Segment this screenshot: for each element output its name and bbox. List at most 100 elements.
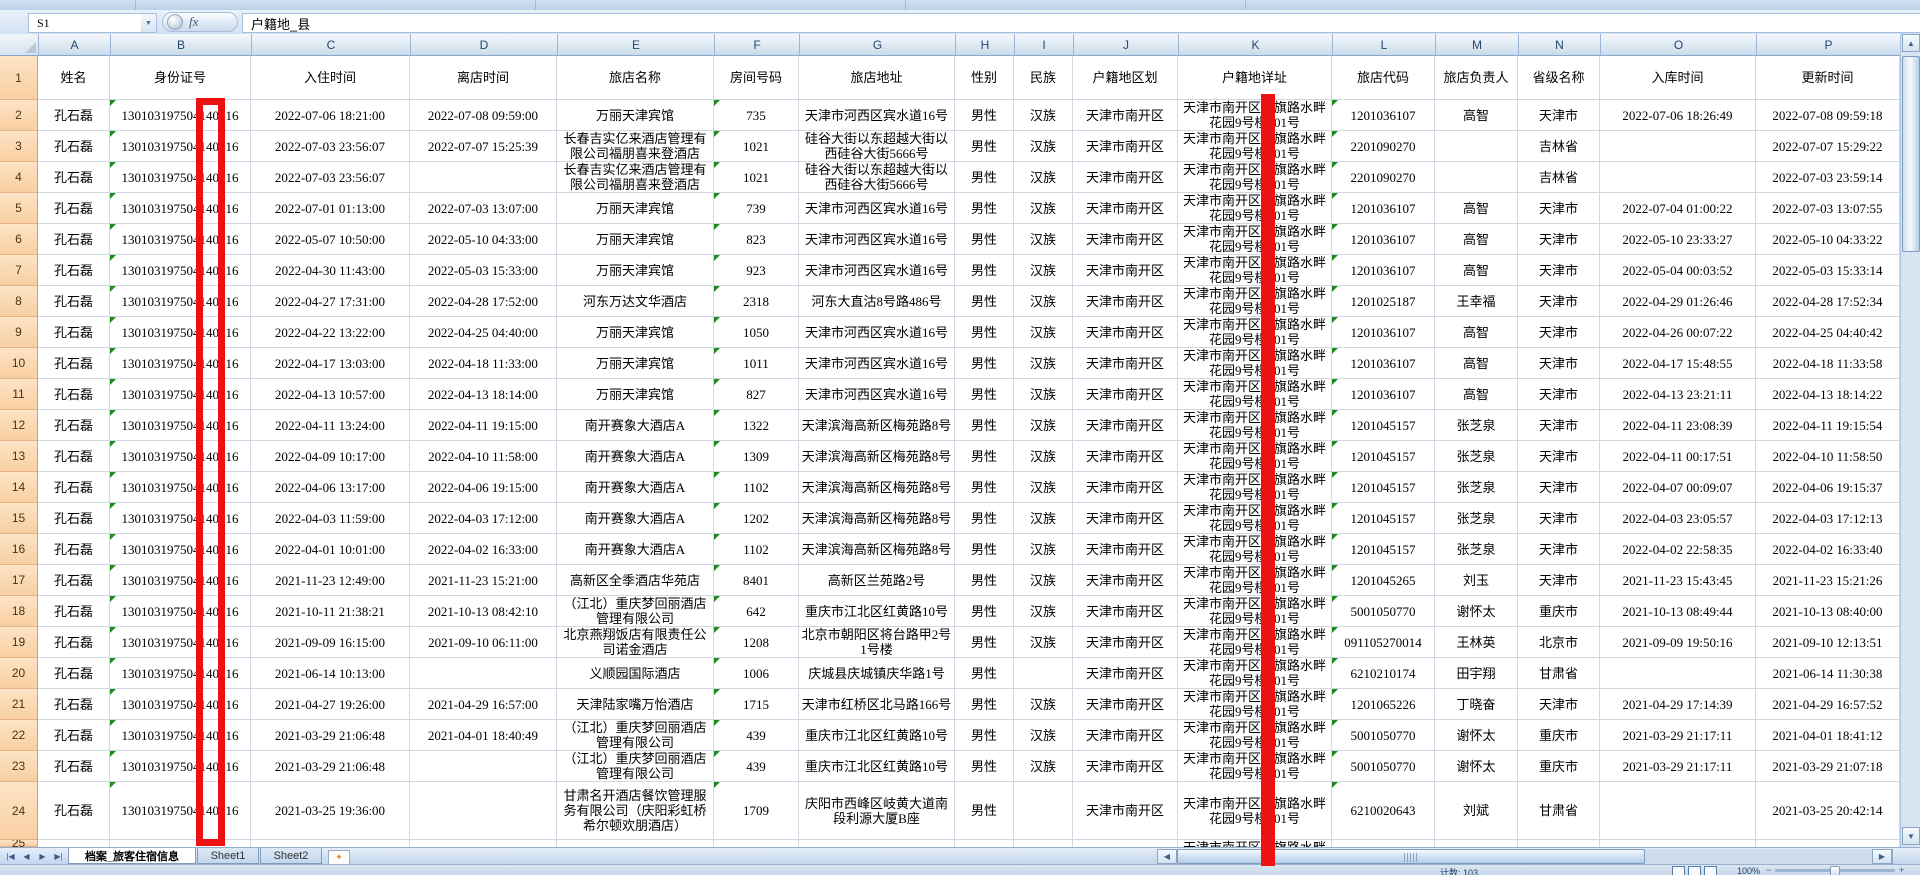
cell-O20[interactable] — [1600, 658, 1756, 689]
vertical-scrollbar-thumb[interactable] — [1902, 56, 1920, 252]
column-header-H[interactable]: H — [956, 34, 1015, 56]
row-header-18[interactable]: 18 — [0, 596, 38, 627]
cell-D7[interactable]: 2022-05-03 15:33:00 — [410, 255, 557, 286]
cell-J24[interactable]: 天津市南开区 — [1073, 782, 1178, 840]
cell-M2[interactable]: 高智 — [1435, 100, 1518, 131]
cell-E14[interactable]: 南开赛象大酒店A — [557, 472, 714, 503]
cell-K10[interactable]: 天津市南开区红旗路水畔花园9号楼101号 — [1178, 348, 1332, 379]
cell-L16[interactable]: 1201045157 — [1332, 534, 1435, 565]
cell-A15[interactable]: 孔石磊 — [38, 503, 110, 534]
cell-L25[interactable] — [1332, 840, 1435, 847]
cell-E19[interactable]: 北京燕翔饭店有限责任公司诺金酒店 — [557, 627, 714, 658]
cell-J9[interactable]: 天津市南开区 — [1073, 317, 1178, 348]
cell-I24[interactable] — [1014, 782, 1073, 840]
tab-nav-prev-icon[interactable]: ◀ — [23, 852, 30, 861]
cell-B4[interactable]: 130103197504140016 — [110, 162, 251, 193]
scroll-up-icon[interactable]: ▲ — [1902, 34, 1920, 52]
cell-D20[interactable] — [410, 658, 557, 689]
cell-H25[interactable] — [955, 840, 1014, 847]
cell-D6[interactable]: 2022-05-10 04:33:00 — [410, 224, 557, 255]
cell-L3[interactable]: 2201090270 — [1332, 131, 1435, 162]
scroll-right-icon[interactable]: ▶ — [1872, 849, 1892, 864]
cell-D4[interactable] — [410, 162, 557, 193]
header-cell-I1[interactable]: 民族 — [1014, 56, 1073, 100]
row-header-22[interactable]: 22 — [0, 720, 38, 751]
cell-M19[interactable]: 王林英 — [1435, 627, 1518, 658]
cell-D18[interactable]: 2021-10-13 08:42:10 — [410, 596, 557, 627]
cell-A23[interactable]: 孔石磊 — [38, 751, 110, 782]
cell-F22[interactable]: 439 — [714, 720, 799, 751]
cell-E11[interactable]: 万丽天津宾馆 — [557, 379, 714, 410]
cell-E16[interactable]: 南开赛象大酒店A — [557, 534, 714, 565]
cell-N17[interactable]: 天津市 — [1518, 565, 1600, 596]
cell-B9[interactable]: 130103197504140016 — [110, 317, 251, 348]
cell-K18[interactable]: 天津市南开区红旗路水畔花园9号楼101号 — [1178, 596, 1332, 627]
cell-G7[interactable]: 天津市河西区宾水道16号 — [799, 255, 955, 286]
formula-input[interactable]: 户籍地_县 — [242, 13, 1920, 33]
cell-L8[interactable]: 1201025187 — [1332, 286, 1435, 317]
cell-B23[interactable]: 130103197504140016 — [110, 751, 251, 782]
row-header-19[interactable]: 19 — [0, 627, 38, 658]
cell-H4[interactable]: 男性 — [955, 162, 1014, 193]
cell-A2[interactable]: 孔石磊 — [38, 100, 110, 131]
cell-N24[interactable]: 甘肃省 — [1518, 782, 1600, 840]
fx-icon[interactable]: fx — [189, 14, 199, 29]
cell-K21[interactable]: 天津市南开区红旗路水畔花园9号楼101号 — [1178, 689, 1332, 720]
normal-view-icon[interactable] — [1672, 866, 1685, 875]
cell-C2[interactable]: 2022-07-06 18:21:00 — [251, 100, 410, 131]
cell-K9[interactable]: 天津市南开区红旗路水畔花园9号楼101号 — [1178, 317, 1332, 348]
cell-C9[interactable]: 2022-04-22 13:22:00 — [251, 317, 410, 348]
cell-I17[interactable]: 汉族 — [1014, 565, 1073, 596]
cell-C10[interactable]: 2022-04-17 13:03:00 — [251, 348, 410, 379]
cell-G12[interactable]: 天津滨海高新区梅苑路8号 — [799, 410, 955, 441]
cell-D21[interactable]: 2021-04-29 16:57:00 — [410, 689, 557, 720]
cell-M24[interactable]: 刘斌 — [1435, 782, 1518, 840]
cell-J4[interactable]: 天津市南开区 — [1073, 162, 1178, 193]
row-header-13[interactable]: 13 — [0, 441, 38, 472]
cell-P24[interactable]: 2021-03-25 20:42:14 — [1756, 782, 1900, 840]
cell-A19[interactable]: 孔石磊 — [38, 627, 110, 658]
cell-O23[interactable]: 2021-03-29 21:17:11 — [1600, 751, 1756, 782]
header-cell-J1[interactable]: 户籍地区划 — [1073, 56, 1178, 100]
column-header-L[interactable]: L — [1333, 34, 1436, 56]
cell-N5[interactable]: 天津市 — [1518, 193, 1600, 224]
cell-K8[interactable]: 天津市南开区红旗路水畔花园9号楼101号 — [1178, 286, 1332, 317]
cell-O8[interactable]: 2022-04-29 01:26:46 — [1600, 286, 1756, 317]
cell-J7[interactable]: 天津市南开区 — [1073, 255, 1178, 286]
horizontal-scrollbar-thumb[interactable] — [1177, 849, 1645, 864]
horizontal-scrollbar[interactable]: ◀ ▶ — [1157, 849, 1892, 864]
page-layout-view-icon[interactable] — [1688, 866, 1701, 875]
cell-F25[interactable] — [714, 840, 799, 847]
cell-H11[interactable]: 男性 — [955, 379, 1014, 410]
cell-B25[interactable] — [110, 840, 251, 847]
tab-scrollbar-splitter[interactable] — [1892, 849, 1920, 864]
header-cell-L1[interactable]: 旅店代码 — [1332, 56, 1435, 100]
cell-E18[interactable]: （江北）重庆梦回丽酒店管理有限公司 — [557, 596, 714, 627]
column-header-I[interactable]: I — [1015, 34, 1074, 56]
cell-M20[interactable]: 田宇翔 — [1435, 658, 1518, 689]
cell-L7[interactable]: 1201036107 — [1332, 255, 1435, 286]
cell-J22[interactable]: 天津市南开区 — [1073, 720, 1178, 751]
cell-N20[interactable]: 甘肃省 — [1518, 658, 1600, 689]
cell-K19[interactable]: 天津市南开区红旗路水畔花园9号楼101号 — [1178, 627, 1332, 658]
cell-A24[interactable]: 孔石磊 — [38, 782, 110, 840]
column-header-F[interactable]: F — [715, 34, 800, 56]
cell-I21[interactable]: 汉族 — [1014, 689, 1073, 720]
cell-F3[interactable]: 1021 — [714, 131, 799, 162]
cell-B21[interactable]: 130103197504140016 — [110, 689, 251, 720]
cell-N8[interactable]: 天津市 — [1518, 286, 1600, 317]
cell-K13[interactable]: 天津市南开区红旗路水畔花园9号楼101号 — [1178, 441, 1332, 472]
cell-L18[interactable]: 5001050770 — [1332, 596, 1435, 627]
cell-P8[interactable]: 2022-04-28 17:52:34 — [1756, 286, 1900, 317]
cell-N6[interactable]: 天津市 — [1518, 224, 1600, 255]
cell-K15[interactable]: 天津市南开区红旗路水畔花园9号楼101号 — [1178, 503, 1332, 534]
cell-M11[interactable]: 高智 — [1435, 379, 1518, 410]
cell-I13[interactable]: 汉族 — [1014, 441, 1073, 472]
cell-G17[interactable]: 高新区兰苑路2号 — [799, 565, 955, 596]
cell-D16[interactable]: 2022-04-02 16:33:00 — [410, 534, 557, 565]
cell-G22[interactable]: 重庆市江北区红黄路10号 — [799, 720, 955, 751]
cell-H20[interactable]: 男性 — [955, 658, 1014, 689]
cell-H12[interactable]: 男性 — [955, 410, 1014, 441]
cell-G13[interactable]: 天津滨海高新区梅苑路8号 — [799, 441, 955, 472]
cell-C19[interactable]: 2021-09-09 16:15:00 — [251, 627, 410, 658]
